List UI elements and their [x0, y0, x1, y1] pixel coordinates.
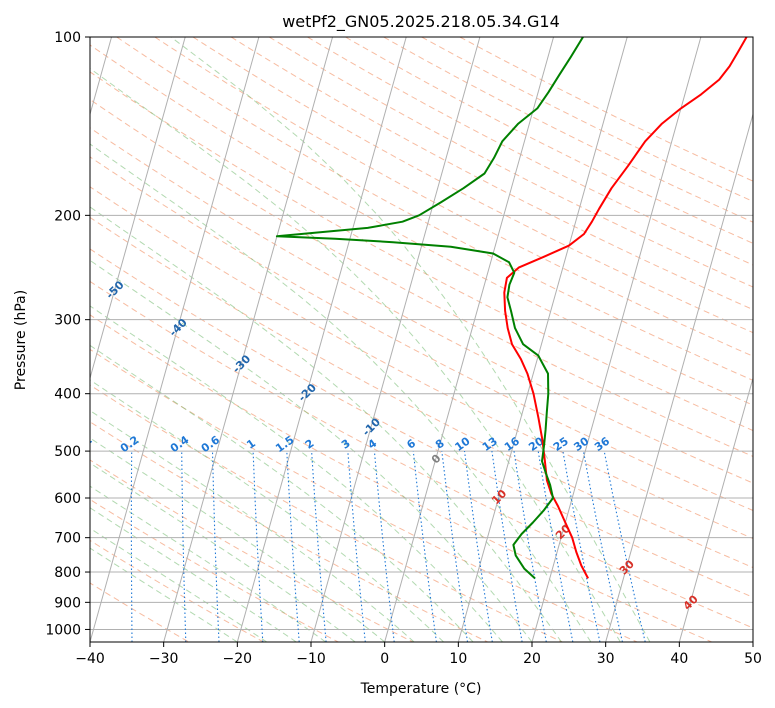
x-tick-label: 30 — [597, 651, 615, 667]
y-tick-label: 1000 — [45, 622, 81, 638]
x-tick-label: 0 — [380, 651, 389, 667]
y-tick-label: 700 — [54, 531, 81, 547]
mixing-ratio-line — [412, 451, 437, 642]
moist-adiabat — [90, 409, 415, 642]
moist-adiabat — [90, 379, 444, 642]
mixing-ratio-line — [513, 451, 547, 642]
moist-adiabat — [90, 67, 621, 642]
y-axis-title: Pressure (hPa) — [13, 290, 29, 390]
y-tick-label: 900 — [54, 595, 81, 611]
x-axis-title: Temperature (°C) — [360, 681, 482, 697]
mixing-ratio-line — [130, 451, 133, 642]
isotherm-gridline — [605, 112, 753, 642]
isotherm-gridline — [678, 376, 753, 642]
y-axis: 100 200 300 400 500 600 700 800 900 1000 — [45, 30, 90, 638]
x-tick-label: 20 — [523, 651, 541, 667]
dry-adiabat — [154, 37, 753, 357]
profile-series — [275, 37, 748, 580]
mixing-ratio-label: 0.1 — [71, 433, 94, 455]
mixing-ratio-line — [181, 451, 187, 642]
x-tick-label: −40 — [75, 651, 105, 667]
dry-adiabat — [90, 539, 264, 642]
y-tick-label: 800 — [54, 565, 81, 581]
mixing-ratio-line — [373, 451, 395, 642]
x-tick-label: −30 — [149, 651, 179, 667]
isotherm-gridline — [531, 37, 702, 642]
dry-adiabat — [90, 44, 753, 406]
moist-adiabat — [90, 206, 562, 642]
dry-adiabat — [268, 37, 753, 288]
dry-adiabat — [90, 71, 753, 432]
mixing-ratio-line — [603, 450, 646, 642]
y-tick-label: 400 — [54, 387, 81, 403]
moist-adiabat — [90, 143, 592, 642]
mixing-ratio-line — [311, 451, 327, 642]
y-tick-label: 600 — [54, 491, 81, 507]
moist-adiabat — [90, 485, 326, 642]
isotherm-gridline — [310, 37, 481, 642]
mixing-ratio-line — [463, 451, 493, 642]
chart-title: wetPf2_GN05.2025.218.05.34.G14 — [282, 12, 560, 32]
y-tick-label: 100 — [54, 30, 81, 46]
y-tick-label: 500 — [54, 444, 81, 460]
isotherm-gridline — [90, 37, 186, 380]
mixing-ratio-line — [441, 451, 469, 642]
mixing-ratio-line — [211, 451, 220, 642]
moist-adiabat — [90, 344, 474, 642]
dry-adiabat — [383, 37, 753, 223]
x-tick-label: −20 — [223, 651, 253, 667]
plot-frame — [89, 36, 754, 643]
isotherm-gridline — [236, 37, 407, 642]
isotherm-gridline — [457, 37, 628, 642]
isotherm-gridline — [163, 37, 334, 642]
dry-adiabat — [90, 248, 753, 598]
dewpoint-profile-line — [275, 37, 584, 580]
x-tick-label: 40 — [670, 651, 688, 667]
mixing-ratio-line — [582, 450, 623, 642]
x-tick-label: −10 — [296, 651, 326, 667]
dry-adiabat — [90, 216, 753, 569]
dry-adiabat — [192, 37, 753, 334]
dry-adiabat — [459, 37, 753, 182]
dry-adiabat — [116, 37, 753, 381]
plot-area — [90, 37, 753, 642]
dry-adiabat — [90, 314, 712, 642]
dry-adiabat — [90, 127, 753, 484]
x-tick-label: 10 — [449, 651, 467, 667]
x-tick-label: 50 — [744, 651, 762, 667]
mixing-ratio-line — [537, 451, 574, 642]
mixing-ratio-line — [562, 451, 601, 642]
isotherm-gridline — [384, 37, 555, 642]
mixing-ratio-line — [491, 451, 523, 642]
mixing-ratio-line — [286, 451, 300, 642]
mixing-ratio-line — [347, 451, 366, 642]
background-lines — [90, 37, 753, 642]
moist-adiabat — [90, 507, 297, 642]
moist-adiabat — [90, 259, 533, 642]
y-tick-label: 300 — [54, 313, 81, 329]
dry-adiabat — [90, 98, 753, 457]
mixing-ratio-line — [252, 451, 264, 642]
moist-adiabat — [90, 305, 503, 642]
y-tick-label: 200 — [54, 208, 81, 224]
x-axis: −40 −30 −20 −10 0 10 20 30 40 50 — [75, 642, 762, 667]
moist-adiabat — [90, 462, 356, 642]
isotherm-gridline — [90, 37, 260, 642]
moist-adiabat — [170, 37, 651, 642]
dry-adiabat — [90, 384, 563, 642]
dry-adiabat — [345, 37, 753, 244]
